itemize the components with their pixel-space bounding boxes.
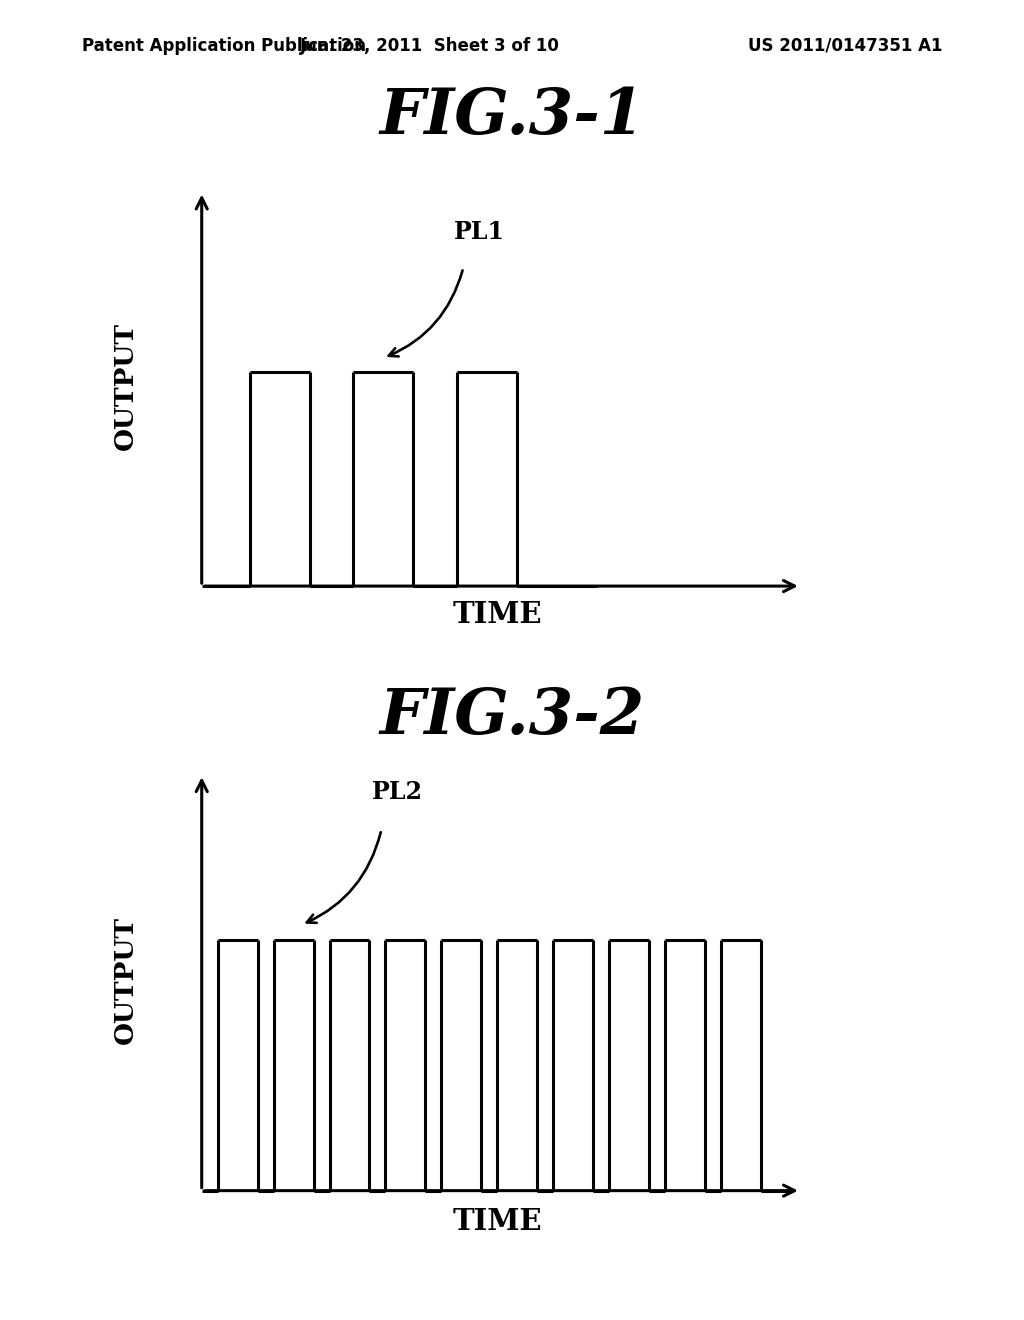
Text: US 2011/0147351 A1: US 2011/0147351 A1 bbox=[748, 37, 942, 55]
Text: OUTPUT: OUTPUT bbox=[114, 322, 138, 450]
Text: FIG.3-1: FIG.3-1 bbox=[379, 86, 645, 148]
Text: Patent Application Publication: Patent Application Publication bbox=[82, 37, 366, 55]
Text: PL2: PL2 bbox=[372, 780, 423, 804]
Text: FIG.3-2: FIG.3-2 bbox=[379, 686, 645, 748]
Text: TIME: TIME bbox=[453, 1206, 542, 1236]
Text: PL1: PL1 bbox=[454, 220, 505, 244]
Text: OUTPUT: OUTPUT bbox=[114, 916, 138, 1044]
Text: Jun. 23, 2011  Sheet 3 of 10: Jun. 23, 2011 Sheet 3 of 10 bbox=[300, 37, 560, 55]
Text: TIME: TIME bbox=[453, 599, 542, 628]
